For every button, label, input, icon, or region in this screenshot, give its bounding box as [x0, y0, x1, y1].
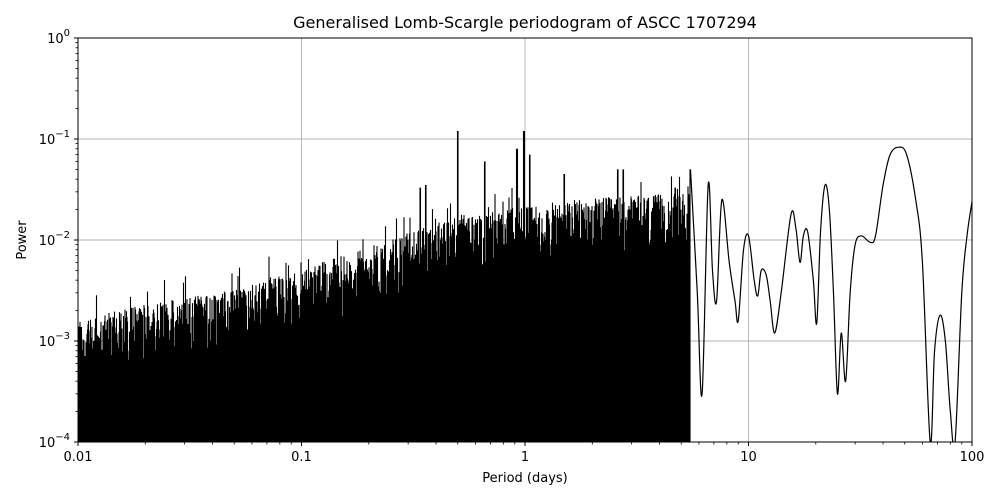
x-tick-label: 100: [960, 450, 985, 465]
y-axis: 10−4 10−3 10−2 10−1 100: [39, 28, 78, 451]
x-tick-label: 0.1: [291, 450, 312, 465]
x-tick-label: 0.01: [64, 450, 93, 465]
periodogram-noise: [78, 131, 691, 442]
x-axis: 0.01 0.1 1 10 100: [64, 442, 985, 465]
x-tick-label: 1: [521, 450, 529, 465]
x-axis-label: Period (days): [482, 471, 568, 486]
periodogram-curve: [689, 146, 972, 442]
data-layer: [78, 131, 972, 442]
y-tick-label: 10−1: [39, 129, 70, 148]
y-tick-label: 10−4: [39, 432, 70, 451]
y-axis-label: Power: [15, 220, 30, 260]
y-tick-label: 10−3: [39, 331, 70, 350]
y-tick-label: 10−2: [39, 230, 70, 249]
y-tick-label: 100: [47, 28, 70, 47]
x-tick-label: 10: [740, 450, 757, 465]
chart-title: Generalised Lomb-Scargle periodogram of …: [293, 13, 757, 32]
